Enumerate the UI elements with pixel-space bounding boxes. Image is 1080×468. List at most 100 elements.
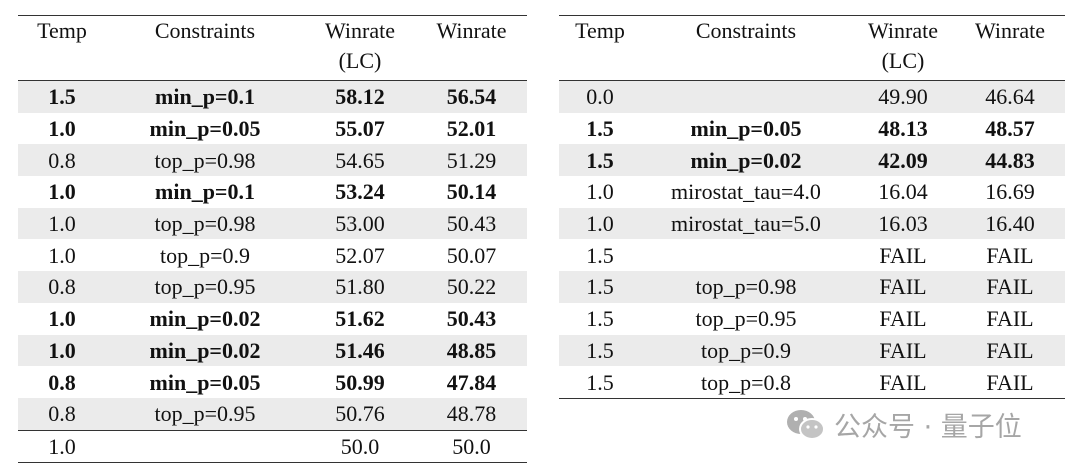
table-row: 1.5 min_p=0.02 42.09 44.83 [559, 144, 1065, 177]
table-cell: 48.78 [416, 397, 527, 431]
table-cell: 51.80 [304, 271, 416, 303]
table-cell: 51.29 [416, 144, 527, 177]
table-row: 1.0 50.0 50.0 [18, 429, 527, 464]
table-cell: 52.07 [335, 242, 385, 268]
table-cell: 42.09 [851, 144, 955, 177]
table-cell: 16.40 [955, 207, 1065, 240]
table-cell: 1.5 [559, 334, 641, 367]
watermark: 公众号 · 量子位 [786, 405, 1022, 444]
table-row: 1.5 min_p=0.05 48.13 48.57 [559, 113, 1065, 145]
table-cell: top_p=0.8 [641, 366, 851, 399]
table-cell: 56.54 [416, 80, 527, 113]
table-cell: 55.07 [335, 116, 385, 142]
table-cell: FAIL [851, 334, 955, 367]
table-row: 1.5 top_p=0.8 FAIL FAIL [559, 366, 1065, 399]
table-cell: 0.8 [18, 271, 106, 303]
table-cell: min_p=0.02 [149, 306, 261, 332]
table-cell: 51.46 [304, 334, 416, 367]
table-cell: 44.83 [955, 144, 1065, 177]
table-row: 0.8 top_p=0.95 50.76 48.78 [18, 397, 527, 431]
table-row: 1.0 top_p=0.98 53.00 50.43 [18, 207, 527, 240]
table-cell: 50.0 [304, 429, 416, 464]
table-cell: 0.0 [559, 80, 641, 113]
table-cell: top_p=0.9 [159, 242, 251, 268]
table-cell: 1.0 [18, 429, 106, 464]
table-cell: mirostat_tau=5.0 [641, 207, 851, 240]
table-cell: 53.00 [304, 207, 416, 240]
table-cell: FAIL [986, 306, 1034, 332]
table-row: 1.0 min_p=0.02 51.46 48.85 [18, 334, 527, 367]
header-cell: Winrate [416, 15, 527, 81]
table-cell: 1.0 [18, 334, 106, 367]
table-cell: min_p=0.05 [149, 116, 261, 142]
header-cell: Winrate (LC) [851, 15, 955, 81]
table-row: 1.0 mirostat_tau=4.0 16.04 16.69 [559, 176, 1065, 208]
table-cell: top_p=0.9 [641, 334, 851, 367]
table-cell: 1.5 [559, 366, 641, 399]
table-cell: 50.0 [416, 429, 527, 464]
table-row: 1.5 FAIL FAIL [559, 239, 1065, 271]
table-cell: 1.0 [586, 179, 614, 205]
table-cell: FAIL [851, 271, 955, 303]
table-row: 1.0 min_p=0.05 55.07 52.01 [18, 113, 527, 145]
table-cell: 1.0 [48, 116, 76, 142]
table-cell: 1.0 [18, 207, 106, 240]
table-cell: min_p=0.05 [690, 116, 802, 142]
table-row: 1.0 mirostat_tau=5.0 16.03 16.40 [559, 207, 1065, 240]
table-cell: 1.0 [559, 207, 641, 240]
table-row: 1.5 top_p=0.98 FAIL FAIL [559, 271, 1065, 303]
table-cell: 48.13 [878, 116, 928, 142]
table-cell: 0.8 [18, 144, 106, 177]
table-cell: 16.04 [878, 179, 928, 205]
header-cell: Winrate [955, 15, 1065, 81]
table-cell: 53.24 [335, 179, 385, 205]
table-cell: 51.62 [335, 306, 385, 332]
header-cell: Winrate (LC) [304, 15, 416, 81]
table-cell: top_p=0.98 [106, 144, 304, 177]
table-cell: FAIL [879, 242, 927, 268]
table-cell [641, 239, 851, 271]
table-cell: 50.14 [446, 179, 497, 205]
table-row: 1.5 top_p=0.95 FAIL FAIL [559, 303, 1065, 335]
table-cell: FAIL [955, 334, 1065, 367]
table-cell: min_p=0.02 [641, 144, 851, 177]
table-cell: 50.22 [416, 271, 527, 303]
table-cell: 48.57 [985, 116, 1035, 142]
table-cell: 1.0 [48, 242, 76, 268]
table-cell: 58.12 [304, 80, 416, 113]
table-cell: 52.01 [446, 116, 497, 142]
table-cell: top_p=0.95 [695, 306, 797, 332]
right-table: Temp Constraints Winrate (LC) Winrate 0.0 49.… [559, 15, 1065, 399]
table-cell: top_p=0.95 [106, 397, 304, 431]
header-row: Temp Constraints Winrate (LC) Winrate [18, 15, 527, 81]
table-cell: mirostat_tau=4.0 [671, 179, 821, 205]
table-cell: 54.65 [304, 144, 416, 177]
table-cell: 1.0 [48, 179, 76, 205]
table-cell: 50.99 [335, 369, 385, 395]
table-cell: 1.0 [48, 306, 76, 332]
table-cell: 50.43 [446, 306, 497, 332]
table-cell: min_p=0.1 [155, 179, 255, 205]
table-cell: 16.69 [985, 179, 1035, 205]
header-cell: Constraints [106, 15, 304, 81]
table-cell: FAIL [986, 242, 1034, 268]
table-row: 1.0 top_p=0.9 52.07 50.07 [18, 239, 527, 271]
table-row: 1.5 top_p=0.9 FAIL FAIL [559, 334, 1065, 367]
header-cell: Constraints [641, 15, 851, 81]
table-row: 0.8 min_p=0.05 50.99 47.84 [18, 366, 527, 398]
table-cell: FAIL [879, 306, 927, 332]
table-cell: 1.5 [559, 144, 641, 177]
watermark-text: 公众号 · 量子位 [834, 412, 1022, 443]
table-cell: top_p=0.98 [641, 271, 851, 303]
table-row: 0.0 49.90 46.64 [559, 80, 1065, 113]
header-cell: Temp [18, 15, 106, 81]
table-cell: top_p=0.95 [106, 271, 304, 303]
wechat-icon [787, 409, 825, 440]
table-cell: 50.76 [304, 397, 416, 431]
table-cell: FAIL [851, 366, 955, 399]
table-cell: 1.5 [586, 306, 614, 332]
table-cell: 48.85 [416, 334, 527, 367]
table-cell: 1.5 [586, 242, 614, 268]
table-row: 1.0 min_p=0.1 53.24 50.14 [18, 176, 527, 208]
